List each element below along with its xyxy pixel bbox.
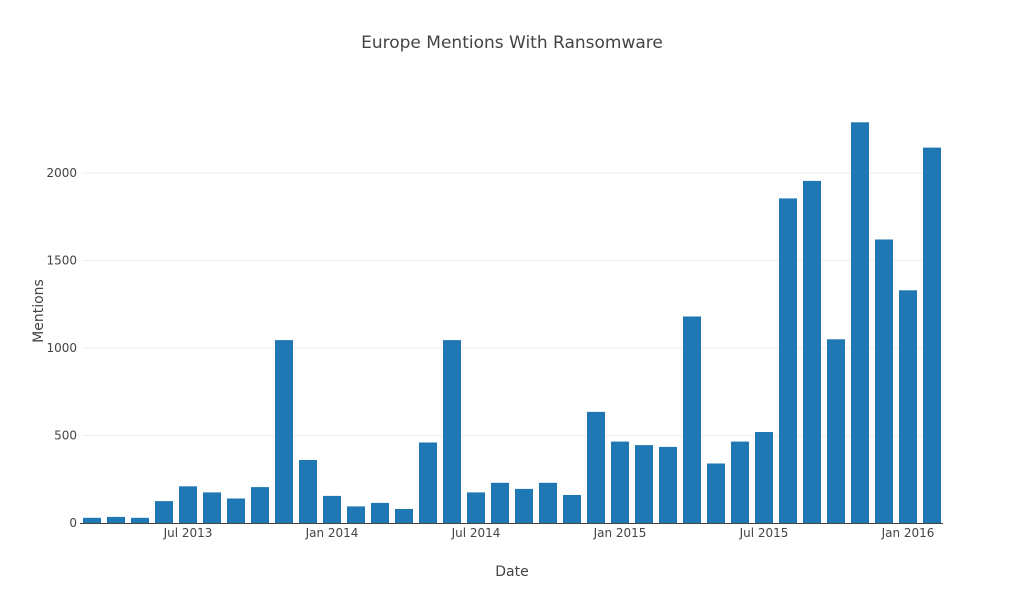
bar-2013-04: [107, 516, 125, 523]
x-tick-label: Jan 2015: [593, 526, 647, 540]
x-axis-title: Date: [495, 564, 528, 580]
x-tick-label: Jan 2014: [305, 526, 359, 540]
bar-2015-08: [779, 198, 797, 523]
bar-2014-08: [491, 482, 509, 524]
y-axis-ticks: 0 500 1000 1500 2000: [46, 166, 77, 530]
x-tick-label: Jan 2016: [881, 526, 935, 540]
bar-2013-08: [203, 492, 221, 523]
bar-2013-03: [83, 517, 101, 524]
bar-2015-09: [803, 180, 821, 523]
y-tick-label: 1000: [46, 341, 77, 355]
bar-2013-12: [299, 460, 317, 523]
bar-2013-05: [131, 517, 149, 524]
bar-2016-02: [923, 147, 941, 523]
bar-2015-10: [827, 339, 845, 524]
bar-2014-04: [395, 509, 413, 523]
bar-2013-06: [155, 501, 173, 523]
bar-2014-02: [347, 506, 365, 523]
bar-2014-01: [323, 495, 341, 523]
x-tick-label: Jul 2013: [163, 526, 213, 540]
bar-2015-02: [635, 445, 653, 523]
x-tick-label: Jul 2015: [739, 526, 789, 540]
x-axis-ticks: Jul 2013 Jan 2014 Jul 2014 Jan 2015 Jul 2015…: [163, 526, 935, 540]
bars: [83, 122, 941, 524]
bar-2015-01: [611, 441, 629, 523]
y-axis-title: Mentions: [31, 279, 47, 343]
x-tick-label: Jul 2014: [451, 526, 501, 540]
bar-2014-03: [371, 502, 389, 523]
y-tick-label: 500: [54, 429, 77, 443]
bar-2014-07: [467, 492, 485, 523]
bar-2014-12: [587, 411, 605, 523]
bar-2013-09: [227, 498, 245, 523]
bar-2013-10: [251, 487, 269, 523]
bar-2013-07: [179, 486, 197, 524]
bar-2015-12: [875, 239, 893, 523]
bar-2014-06: [443, 340, 461, 523]
chart-title: Europe Mentions With Ransomware: [361, 33, 663, 53]
bar-2015-07: [755, 432, 773, 523]
bar-2015-06: [731, 441, 749, 523]
bar-2015-05: [707, 463, 725, 523]
bar-2014-10: [539, 482, 557, 524]
bar-2015-11: [851, 122, 869, 524]
y-tick-label: 1500: [46, 254, 77, 268]
y-tick-label: 2000: [46, 166, 77, 180]
bar-2015-04: [683, 316, 701, 523]
bar-2016-01: [899, 290, 917, 524]
gridlines: [82, 172, 942, 436]
bar-2014-09: [515, 488, 533, 523]
bar-2014-05: [419, 442, 437, 523]
bar-2013-11: [275, 340, 293, 523]
bar-2015-03: [659, 446, 677, 523]
bar-2014-11: [563, 495, 581, 523]
y-tick-label: 0: [69, 516, 77, 530]
